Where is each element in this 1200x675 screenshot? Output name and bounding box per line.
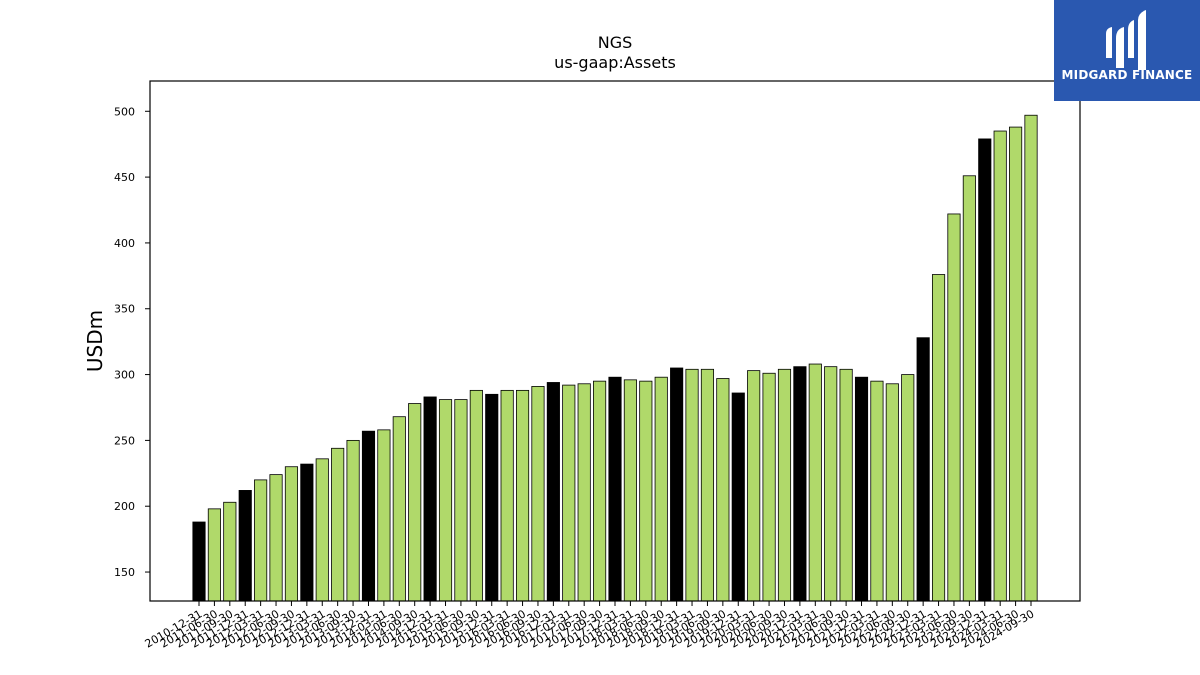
bar (408, 403, 422, 602)
bar (962, 175, 976, 602)
bar (608, 376, 622, 602)
chart-title: NGS (598, 33, 633, 52)
bar (238, 490, 252, 602)
bar (947, 213, 961, 602)
bar (670, 367, 684, 602)
bar (315, 458, 329, 602)
bar (269, 474, 283, 602)
midgard-finance-logo: MIDGARD FINANCE (1054, 0, 1200, 101)
bar (331, 447, 345, 602)
bar (777, 368, 792, 602)
bars-group (192, 114, 1038, 602)
logo-text: MIDGARD FINANCE (1061, 68, 1193, 82)
y-axis-label: USDm (83, 310, 107, 372)
logo-mark-icon (1106, 10, 1146, 70)
bar (762, 372, 776, 602)
plot-frame (149, 80, 1081, 602)
bar (515, 389, 530, 602)
bar (731, 392, 745, 602)
bar (808, 363, 822, 602)
bar (223, 501, 237, 602)
bar (931, 274, 946, 602)
bar (870, 380, 884, 602)
y-tick-label: 350 (114, 303, 135, 316)
bar (654, 376, 668, 602)
bar (377, 429, 391, 602)
bar (978, 138, 992, 602)
bar (531, 386, 545, 602)
x-axis-ticks: 2010-12-312011-06-302011-09-302011-12-31… (143, 601, 1037, 651)
bar (793, 366, 807, 602)
bar (254, 479, 268, 602)
bar (346, 439, 360, 602)
bar (685, 368, 699, 602)
bar (392, 416, 406, 602)
bar (546, 382, 560, 602)
bar (500, 389, 514, 602)
bar (423, 396, 437, 602)
bar (700, 368, 715, 602)
bar (438, 399, 453, 602)
bar (639, 380, 653, 602)
bar (993, 130, 1007, 602)
y-tick-label: 300 (114, 369, 135, 382)
bar (284, 466, 299, 602)
y-tick-label: 150 (114, 566, 135, 579)
bar (361, 430, 376, 602)
y-tick-label: 200 (114, 500, 135, 513)
bar (207, 508, 221, 602)
bar (747, 370, 761, 602)
bar (469, 389, 483, 602)
y-tick-label: 250 (114, 434, 135, 447)
bar (562, 384, 576, 602)
bar (901, 374, 915, 602)
bar (300, 463, 314, 602)
bar (839, 368, 853, 602)
bar (1024, 114, 1038, 602)
bar (824, 366, 838, 602)
bar (916, 337, 930, 602)
y-tick-label: 500 (114, 105, 135, 118)
bar (485, 393, 499, 602)
bar (454, 399, 468, 602)
bar (1009, 126, 1023, 602)
y-tick-label: 400 (114, 237, 135, 250)
bar (885, 383, 899, 602)
y-axis-ticks: 150 200 250 300 350 400 450 500 (114, 105, 150, 579)
bar (577, 383, 591, 602)
y-tick-label: 450 (114, 171, 135, 184)
bar (593, 380, 607, 602)
bar (623, 379, 637, 602)
chart-subtitle: us-gaap:Assets (554, 53, 676, 72)
bar (716, 378, 730, 602)
bar (854, 376, 869, 602)
bar (192, 521, 206, 602)
